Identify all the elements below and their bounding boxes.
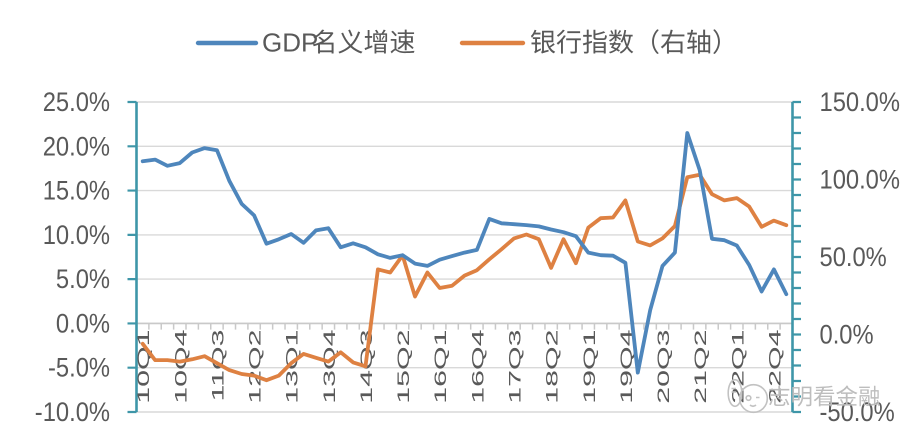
- svg-text:19Q1: 19Q1: [581, 330, 599, 404]
- svg-text:20.0%: 20.0%: [43, 132, 110, 162]
- svg-text:18Q2: 18Q2: [543, 330, 561, 404]
- svg-text:16Q1: 16Q1: [432, 330, 450, 404]
- svg-text:13Q4: 13Q4: [321, 330, 339, 404]
- svg-text:19Q4: 19Q4: [618, 330, 636, 404]
- svg-text:21Q2: 21Q2: [692, 330, 710, 404]
- svg-text:10.0%: 10.0%: [43, 221, 110, 251]
- svg-text:10Q1: 10Q1: [135, 330, 153, 404]
- svg-text:16Q4: 16Q4: [469, 330, 487, 404]
- svg-text:0.0%: 0.0%: [56, 309, 110, 339]
- svg-text:15.0%: 15.0%: [43, 176, 110, 206]
- svg-text:17Q3: 17Q3: [506, 330, 524, 404]
- svg-text:5.0%: 5.0%: [56, 265, 110, 295]
- svg-text:-5.0%: -5.0%: [48, 353, 110, 383]
- svg-text:25.0%: 25.0%: [43, 88, 110, 118]
- svg-text:20Q3: 20Q3: [655, 330, 673, 404]
- svg-text:150.0%: 150.0%: [820, 88, 900, 118]
- svg-text:GDP: GDP: [262, 28, 318, 58]
- svg-text:100.0%: 100.0%: [820, 165, 900, 195]
- svg-text:12Q2: 12Q2: [246, 330, 264, 404]
- svg-text:15Q2: 15Q2: [395, 330, 413, 404]
- svg-text:10Q4: 10Q4: [172, 330, 190, 404]
- svg-text:13Q1: 13Q1: [283, 330, 301, 404]
- svg-text:22Q4: 22Q4: [766, 330, 784, 404]
- svg-text:22Q1: 22Q1: [729, 330, 747, 404]
- svg-text:50.0%: 50.0%: [820, 243, 887, 273]
- svg-text:0.0%: 0.0%: [820, 320, 874, 350]
- svg-text:-10.0%: -10.0%: [35, 398, 110, 428]
- svg-text:-50.0%: -50.0%: [820, 398, 895, 428]
